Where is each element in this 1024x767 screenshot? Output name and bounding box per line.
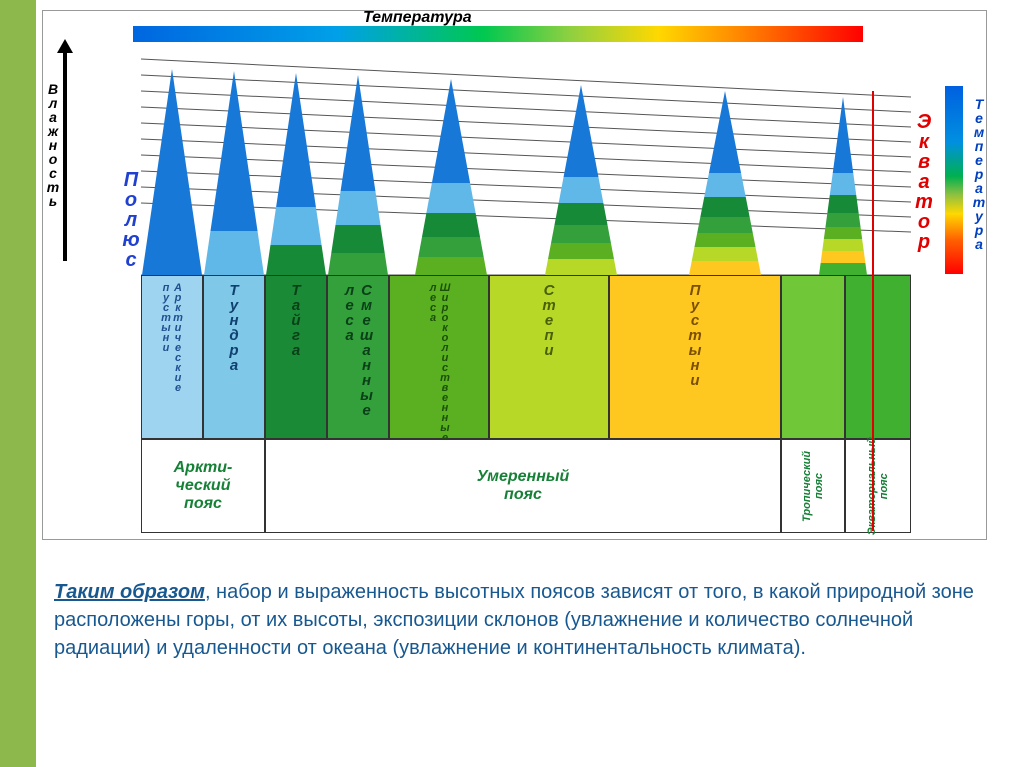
belt-label: Умеренныйпояс [477,468,570,504]
zone-box-8 [845,275,911,439]
zone-label: Тайга [288,282,305,357]
zone-box-5: Степи [489,275,609,439]
peak-4 [415,79,487,275]
zone-box-1: Тундра [203,275,265,439]
belt-box-0: Аркти-ческийпояс [141,439,265,533]
zone-box-0: Арктические пустыни [141,275,203,439]
zone-label: Степи [541,282,558,357]
zone-box-2: Тайга [265,275,327,439]
mountain-peaks [141,57,911,275]
pole-label: Полюс [119,169,142,269]
belt-box-1: Умеренныйпояс [265,439,781,533]
natural-zone-row: Арктические пустыни Тундра Тайга Смешанные … [141,275,911,439]
humidity-axis-label: Влажность [45,81,61,207]
left-accent-stripe [0,0,36,767]
zone-label: Тундра [226,282,243,372]
peak-5 [545,85,617,275]
peak-0 [142,69,202,275]
altitudinal-zonation-diagram: Температура Влажность Полюс Экватор Темп… [42,10,987,540]
belt-label: Аркти-ческийпояс [174,459,233,513]
belt-label: Тропический пояс [799,440,827,532]
zone-box-3: Смешанные леса [327,275,389,439]
peak-7 [819,97,867,275]
temperature-label-right: Температура [971,96,987,250]
temperature-gradient-right [945,86,963,274]
equator-label: Экватор [912,111,935,251]
temperature-label-top: Температура [363,9,472,27]
conclusion-note: Таким образом, набор и выраженность высо… [54,578,974,662]
temperature-gradient-bar [133,26,863,42]
zone-label: Смешанные леса [341,282,375,438]
peak-2 [266,73,326,275]
peak-6 [689,91,761,275]
chart-area: Арктические пустыни Тундра Тайга Смешанные … [141,57,911,437]
zone-box-6: Пустыни [609,275,781,439]
zone-box-4: Широколиственные леса [389,275,489,439]
note-lead: Таким образом [54,581,205,603]
zone-box-7 [781,275,845,439]
belt-label: Экваториальный пояс [864,435,892,537]
belt-box-3: Экваториальный пояс [845,439,911,533]
peak-1 [204,71,264,275]
zone-label: Широколиственные леса [427,282,451,442]
climate-belt-row: Аркти-ческийпояс Умеренныйпояс Тропический… [141,439,911,533]
belt-box-2: Тропический пояс [781,439,845,533]
peak-3 [328,75,388,275]
zone-label: Арктические пустыни [160,282,184,438]
zone-label: Пустыни [687,282,704,387]
humidity-arrow [63,51,67,261]
